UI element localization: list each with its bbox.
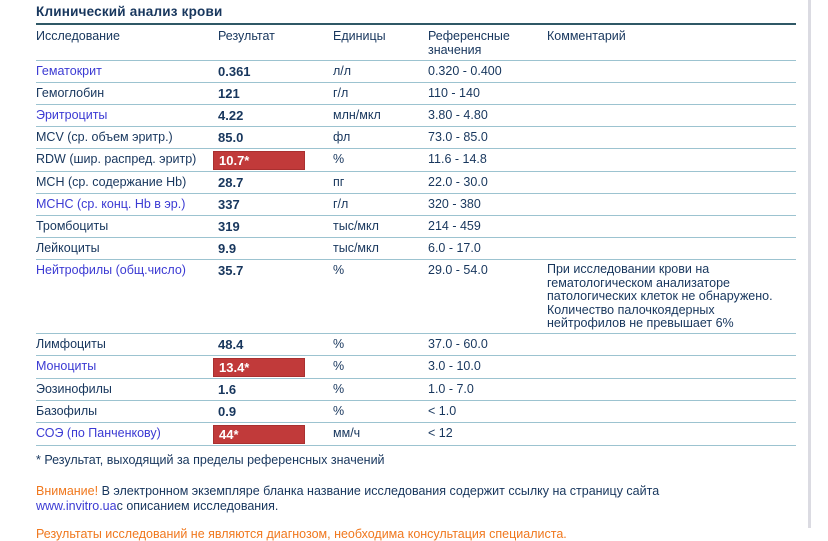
ref-value: 6.0 - 17.0: [428, 241, 481, 255]
attention-label: Внимание!: [36, 483, 99, 498]
units-value: %: [333, 336, 345, 351]
ref-value: 11.6 - 14.8: [428, 152, 487, 166]
table-row: MCHC (ср. конц. Hb в эр.) 337 г/л 320 - …: [36, 194, 796, 216]
table-row: Гемоглобин 121 г/л 110 - 140: [36, 83, 796, 105]
ref-value: 320 - 380: [428, 197, 481, 211]
ref-value: < 1.0: [428, 403, 457, 418]
table-row: Эозинофилы 1.6 % 1.0 - 7.0: [36, 379, 796, 401]
attention-text-line2: с описанием исследования.: [116, 498, 279, 513]
col-header-units: Единицы: [333, 29, 386, 43]
table-header: Исследование Результат Единицы Референсн…: [36, 25, 796, 61]
lab-report-page: Клинический анализ крови Исследование Ре…: [36, 4, 796, 541]
test-name[interactable]: Нейтрофилы (общ.число): [36, 263, 186, 277]
table-row: Гематокрит 0.361 л/л 0.320 - 0.400: [36, 61, 796, 83]
results-table: Исследование Результат Единицы Референсн…: [36, 25, 796, 446]
units-value: %: [333, 358, 345, 373]
result-value: 337: [218, 197, 240, 212]
ref-value: 73.0 - 85.0: [428, 130, 488, 144]
col-header-test: Исследование: [36, 29, 120, 43]
ref-value: 3.0 - 10.0: [428, 358, 481, 373]
out-of-range-footnote: * Результат, выходящий за пределы рефере…: [36, 452, 385, 467]
ref-value: 37.0 - 60.0: [428, 336, 488, 351]
units-value: тыс/мкл: [333, 241, 379, 255]
result-value: 44*: [213, 424, 305, 444]
result-value: 13.4*: [213, 357, 305, 377]
units-value: пг: [333, 175, 345, 189]
attention-note: Внимание! В электронном экземпляре бланк…: [36, 484, 796, 514]
page-title: Клинический анализ крови: [36, 4, 796, 25]
result-value: 35.7: [218, 263, 244, 278]
ref-value: 214 - 459: [428, 219, 481, 233]
test-name: Эозинофилы: [36, 381, 112, 396]
invitro-site-link[interactable]: www.invitro.ua: [36, 498, 117, 513]
units-value: %: [333, 403, 345, 418]
ref-value: 3.80 - 4.80: [428, 108, 488, 122]
result-value: 0.361: [218, 64, 251, 79]
units-value: г/л: [333, 197, 349, 211]
ref-value: < 12: [428, 425, 453, 440]
test-name[interactable]: Моноциты: [36, 358, 97, 373]
units-value: тыс/мкл: [333, 219, 379, 233]
test-name: MCV (ср. объем эритр.): [36, 130, 173, 144]
table-row: Лейкоциты 9.9 тыс/мкл 6.0 - 17.0: [36, 238, 796, 260]
table-row: MCH (ср. содержание Hb) 28.7 пг 22.0 - 3…: [36, 172, 796, 194]
result-value: 4.22: [218, 108, 244, 123]
units-value: фл: [333, 130, 351, 144]
table-row: СОЭ (по Панченкову) 44* мм/ч < 12: [36, 423, 796, 446]
col-header-comment: Комментарий: [547, 29, 626, 43]
test-name: Лимфоциты: [36, 336, 106, 351]
table-row: Лимфоциты 48.4 % 37.0 - 60.0: [36, 334, 796, 356]
test-name[interactable]: СОЭ (по Панченкову): [36, 425, 161, 440]
disclaimer-note: Результаты исследований не являются диаг…: [36, 526, 567, 541]
test-name: MCH (ср. содержание Hb): [36, 175, 187, 189]
units-value: л/л: [333, 64, 352, 78]
ref-value: 110 - 140: [428, 86, 480, 100]
table-row: Базофилы 0.9 % < 1.0: [36, 401, 796, 423]
col-header-result: Результат: [218, 29, 275, 43]
result-value: 319: [218, 219, 240, 234]
test-name: RDW (шир. распред. эритр): [36, 152, 197, 166]
units-value: г/л: [333, 86, 349, 100]
ref-value: 29.0 - 54.0: [428, 263, 488, 277]
test-name: Лейкоциты: [36, 241, 100, 255]
test-name: Гемоглобин: [36, 86, 105, 100]
result-value: 85.0: [218, 130, 244, 145]
ref-value: 0.320 - 0.400: [428, 64, 502, 78]
test-name: Базофилы: [36, 403, 98, 418]
test-name: Тромбоциты: [36, 219, 109, 233]
units-value: %: [333, 263, 345, 277]
table-row: RDW (шир. распред. эритр) 10.7* % 11.6 -…: [36, 149, 796, 172]
result-value: 48.4: [218, 336, 244, 352]
test-name[interactable]: Гематокрит: [36, 64, 102, 78]
window-edge-divider: [808, 0, 811, 528]
units-value: %: [333, 381, 345, 396]
table-rows: Гематокрит 0.361 л/л 0.320 - 0.400 Гемог…: [36, 61, 796, 446]
result-value: 0.9: [218, 403, 237, 419]
ref-value: 22.0 - 30.0: [428, 175, 488, 189]
test-name[interactable]: MCHC (ср. конц. Hb в эр.): [36, 197, 186, 211]
attention-text-line1: В электронном экземпляре бланка название…: [101, 483, 660, 498]
table-row: MCV (ср. объем эритр.) 85.0 фл 73.0 - 85…: [36, 127, 796, 149]
units-value: мм/ч: [333, 425, 361, 440]
col-header-ref: Референсные значения: [428, 29, 510, 57]
table-row: Эритроциты 4.22 млн/мкл 3.80 - 4.80: [36, 105, 796, 127]
result-value: 28.7: [218, 175, 244, 190]
result-value: 121: [218, 86, 240, 101]
comment-value: При исследовании крови на гематологическ…: [547, 262, 773, 330]
test-name[interactable]: Эритроциты: [36, 108, 108, 122]
table-row: Тромбоциты 319 тыс/мкл 214 - 459: [36, 216, 796, 238]
result-value: 1.6: [218, 381, 237, 397]
units-value: %: [333, 152, 345, 166]
units-value: млн/мкл: [333, 108, 381, 122]
ref-value: 1.0 - 7.0: [428, 381, 474, 396]
table-row: Нейтрофилы (общ.число) 35.7 % 29.0 - 54.…: [36, 260, 796, 334]
result-value: 9.9: [218, 241, 237, 256]
result-value: 10.7*: [213, 151, 305, 170]
table-row: Моноциты 13.4* % 3.0 - 10.0: [36, 356, 796, 379]
